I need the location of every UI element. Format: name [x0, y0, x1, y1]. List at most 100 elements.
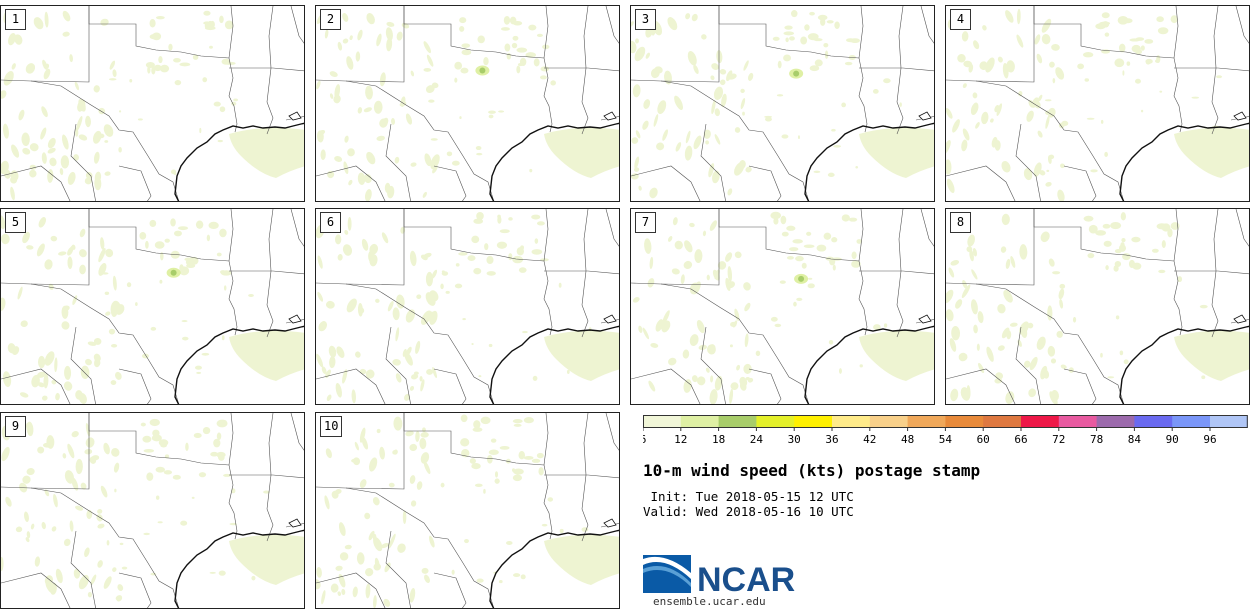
wind-field: [326, 394, 332, 401]
wind-field: [31, 374, 40, 388]
state-border: [1, 282, 180, 404]
wind-field: [229, 522, 237, 526]
state-border: [605, 413, 619, 451]
wind-field: [396, 294, 405, 309]
wind-field: [209, 45, 213, 49]
wind-field: [160, 252, 164, 261]
wind-field: [870, 148, 876, 154]
wind-field: [364, 512, 371, 520]
wind-field: [43, 68, 51, 80]
wind-field: [525, 52, 537, 58]
wind-field: [223, 473, 231, 477]
member-panel: 4: [945, 5, 1250, 202]
wind-field: [37, 371, 46, 378]
wind-field: [668, 357, 677, 366]
wind-field: [67, 171, 76, 185]
wind-field: [336, 346, 345, 358]
wind-field: [494, 478, 500, 484]
wind-field: [115, 304, 125, 315]
map-svg: [316, 209, 619, 404]
wind-field: [781, 134, 789, 139]
wind-field: [1191, 96, 1200, 99]
state-border: [858, 209, 864, 262]
wind-field: [335, 488, 342, 495]
wind-field: [1027, 322, 1034, 329]
wind-field: [644, 238, 652, 254]
state-border: [266, 413, 274, 542]
wind-field: [719, 79, 726, 86]
wind-field: [856, 239, 862, 244]
wind-field: [30, 523, 35, 530]
wind-field: [633, 167, 640, 172]
wind-field: [108, 78, 117, 81]
wind-field: [152, 429, 160, 437]
member-panel: 9: [0, 412, 305, 609]
wind-field: [872, 89, 879, 94]
wind-field: [395, 373, 402, 383]
member-panel: 10: [315, 412, 620, 609]
coastline: [1119, 325, 1249, 404]
wind-field: [111, 448, 120, 457]
wind-field: [335, 234, 342, 245]
wind-field: [218, 570, 226, 576]
wind-field: [559, 528, 564, 534]
wind-field: [1145, 60, 1151, 65]
wind-field: [488, 114, 494, 119]
wind-field: [786, 225, 796, 231]
wind-field: [79, 249, 87, 258]
wind-field: [26, 468, 35, 476]
wind-field: [975, 121, 980, 129]
wind-field: [155, 466, 165, 473]
lake: [918, 314, 932, 324]
wind-field: [206, 234, 211, 242]
wind-field: [1059, 299, 1064, 309]
wind-field: [850, 38, 860, 44]
wind-field: [725, 252, 733, 262]
wind-field: [705, 140, 709, 145]
wind-field: [25, 63, 36, 74]
state-border: [345, 413, 405, 490]
wind-field: [376, 33, 382, 47]
wind-field: [656, 142, 665, 151]
wind-field: [385, 27, 393, 41]
wind-field: [405, 113, 413, 125]
wind-field: [67, 443, 75, 459]
wind-field: [80, 365, 90, 380]
wind-field: [1016, 8, 1021, 25]
wind-field: [783, 54, 792, 62]
wind-field: [477, 35, 485, 44]
wind-field: [473, 420, 481, 429]
wind-field: [1005, 10, 1014, 23]
wind-field: [55, 392, 60, 401]
colorbar-tick-label: 42: [863, 433, 876, 446]
state-border: [581, 413, 589, 542]
wind-field: [793, 70, 800, 77]
wind-field: [780, 215, 787, 225]
wind-field: [329, 93, 334, 99]
wind-field: [420, 452, 430, 464]
member-panel: 3: [630, 5, 935, 202]
wind-field: [112, 69, 117, 78]
wind-field: [1104, 151, 1108, 158]
wind-field: [496, 241, 508, 249]
wind-field: [743, 282, 751, 291]
wind-field: [231, 488, 236, 494]
wind-field: [979, 61, 988, 71]
state-border: [1235, 209, 1249, 247]
state-border: [30, 6, 90, 83]
wind-field: [1037, 94, 1043, 102]
wind-field: [11, 63, 16, 70]
wind-field: [694, 249, 703, 264]
wind-field: [405, 309, 416, 323]
wind-field: [693, 64, 699, 74]
wind-field: [92, 130, 102, 144]
wind-field: [1046, 169, 1050, 172]
colorbar-swatch: [1096, 415, 1135, 428]
wind-field: [1121, 237, 1126, 243]
wind-field: [709, 220, 717, 231]
wind-field: [103, 124, 114, 137]
wind-field: [705, 367, 710, 373]
wind-field: [446, 151, 453, 157]
wind-field: [1005, 391, 1015, 404]
member-label: 7: [635, 212, 656, 233]
